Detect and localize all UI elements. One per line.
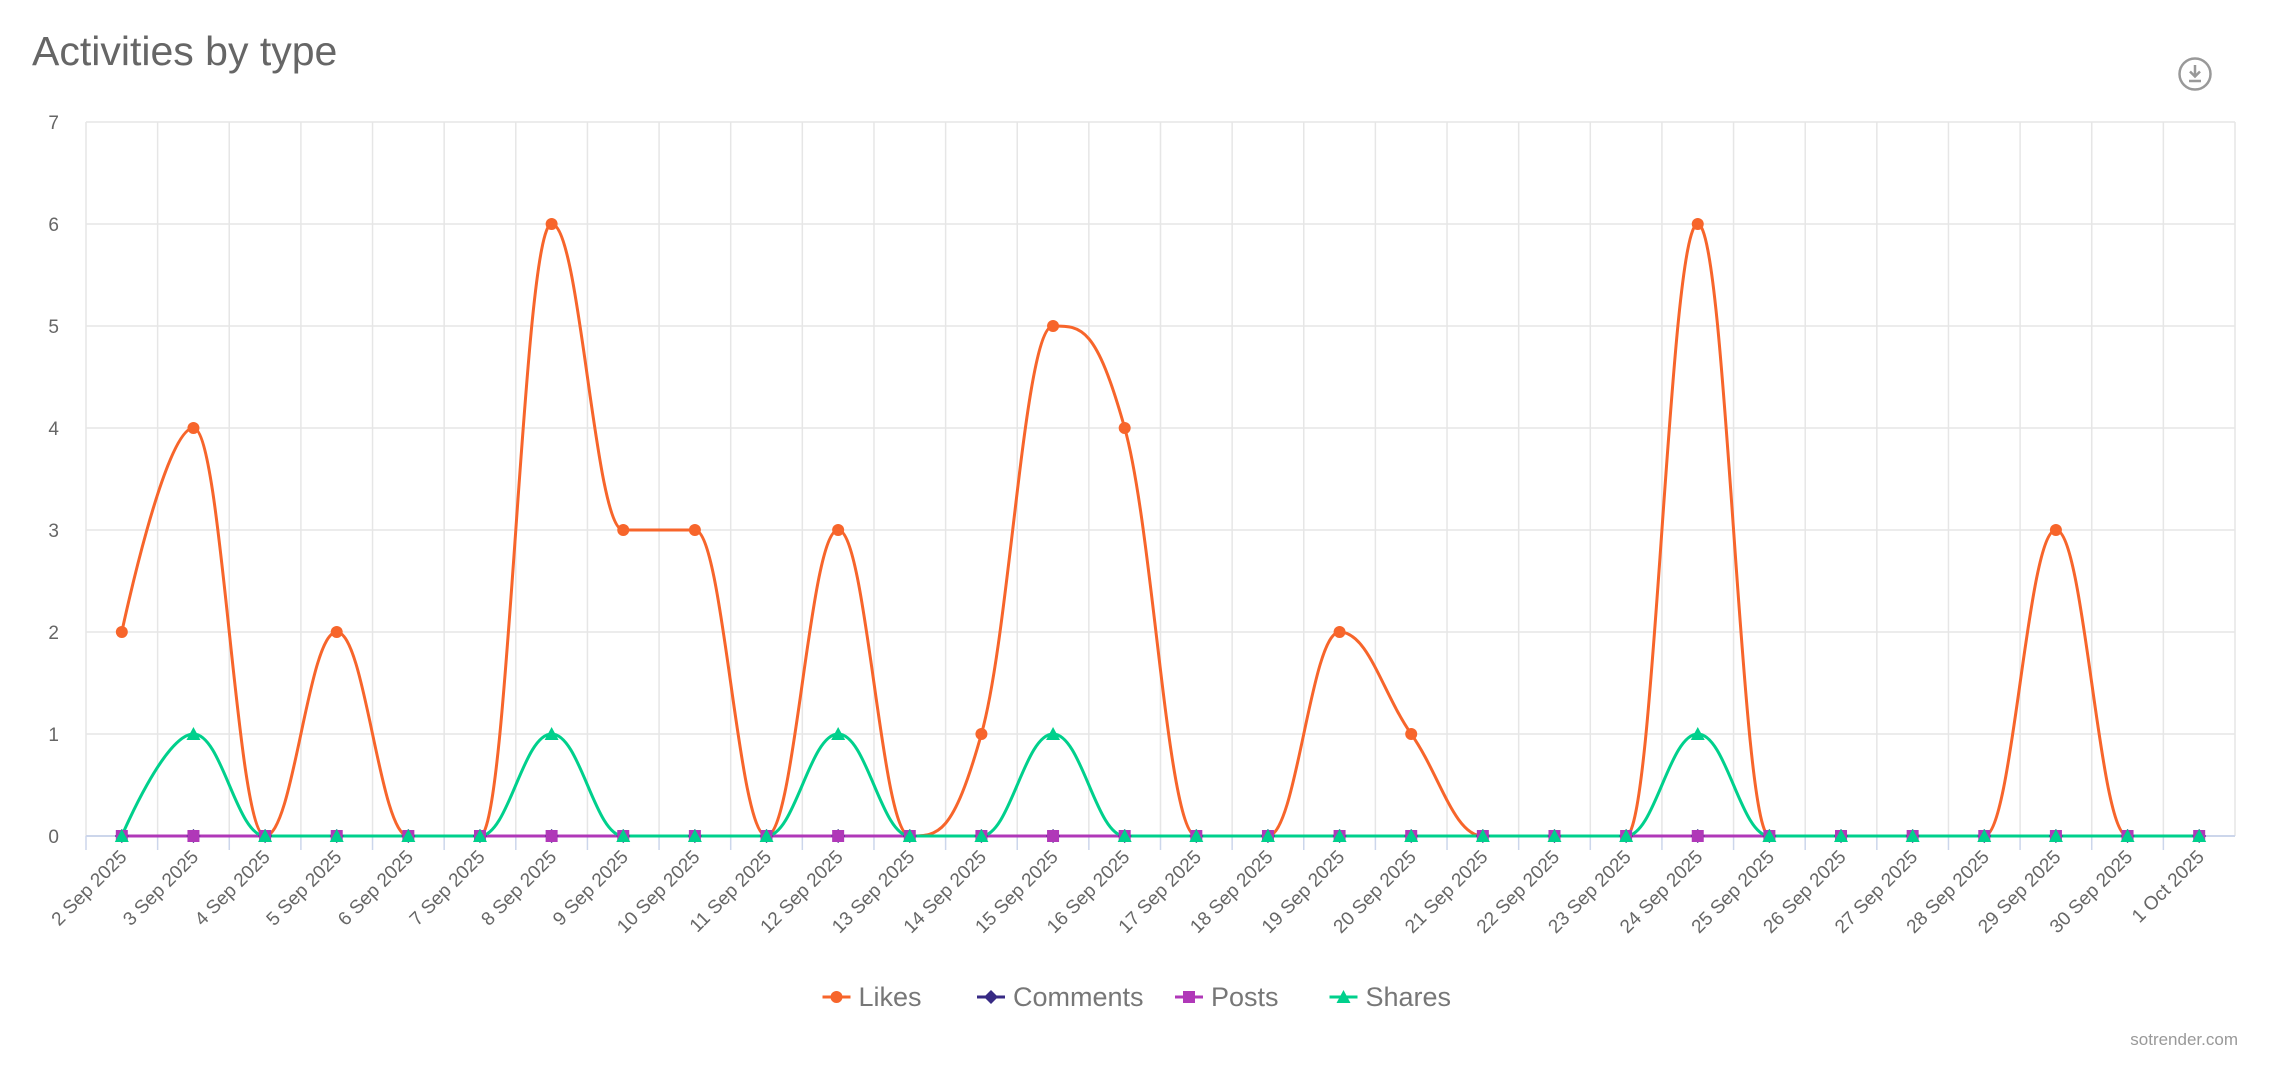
y-tick-label: 7 — [48, 113, 59, 134]
data-point-posts — [1691, 830, 1704, 842]
x-tick-label: 6 Sep 2025 — [334, 847, 418, 931]
data-point-shares — [1905, 829, 1920, 842]
data-point-shares — [759, 829, 774, 842]
y-tick-label: 6 — [48, 215, 59, 236]
data-point-shares — [1475, 829, 1490, 842]
legend-circle-icon — [830, 991, 843, 1003]
data-point-likes — [1118, 422, 1131, 434]
data-point-posts — [832, 830, 845, 842]
y-tick-label: 2 — [48, 623, 59, 644]
data-point-likes — [1047, 320, 1060, 332]
data-point-shares — [2192, 829, 2207, 842]
data-point-likes — [975, 728, 988, 740]
legend-item-comments[interactable]: Comments — [977, 982, 1144, 1012]
data-point-shares — [1690, 727, 1705, 740]
data-point-shares — [329, 829, 344, 842]
y-tick-label: 1 — [48, 725, 59, 746]
legend-label: Likes — [859, 982, 922, 1012]
data-point-likes — [832, 524, 845, 536]
data-point-posts — [187, 830, 200, 842]
legend-item-likes[interactable]: Likes — [822, 982, 922, 1012]
legend-item-posts[interactable]: Posts — [1175, 982, 1279, 1012]
data-point-shares — [1117, 829, 1132, 842]
y-tick-label: 0 — [48, 827, 59, 848]
x-tick-label: 1 Oct 2025 — [2128, 847, 2209, 928]
data-point-likes — [617, 524, 630, 536]
legend-label: Comments — [1013, 982, 1144, 1012]
data-point-likes — [2049, 524, 2062, 536]
x-tick-label: 5 Sep 2025 — [263, 847, 347, 931]
data-point-shares — [186, 727, 201, 740]
chart-title: Activities by type — [32, 28, 338, 74]
data-point-shares — [974, 829, 989, 842]
data-point-shares — [831, 727, 846, 740]
data-point-likes — [1333, 626, 1346, 638]
legend-item-shares[interactable]: Shares — [1329, 982, 1452, 1012]
x-tick-label: 4 Sep 2025 — [191, 847, 275, 931]
x-tick-label: 7 Sep 2025 — [406, 847, 490, 931]
data-point-shares — [1834, 829, 1849, 842]
data-point-shares — [616, 829, 631, 842]
x-tick-label: 3 Sep 2025 — [119, 847, 203, 931]
download-button[interactable] — [2177, 56, 2213, 92]
data-point-posts — [1047, 830, 1060, 842]
data-point-shares — [472, 829, 487, 842]
y-tick-label: 3 — [48, 521, 59, 542]
data-point-shares — [2048, 829, 2063, 842]
data-point-shares — [1977, 829, 1992, 842]
x-tick-label: 2 Sep 2025 — [48, 847, 132, 931]
data-point-shares — [1046, 727, 1061, 740]
data-point-posts — [545, 830, 558, 842]
x-tick-label: 8 Sep 2025 — [478, 847, 562, 931]
data-point-shares — [1260, 829, 1275, 842]
data-point-likes — [115, 626, 128, 638]
data-point-likes — [688, 524, 701, 536]
data-point-shares — [1619, 829, 1634, 842]
data-point-likes — [330, 626, 343, 638]
download-icon — [2178, 57, 2212, 91]
data-point-shares — [1404, 829, 1419, 842]
data-point-shares — [1189, 829, 1204, 842]
data-point-shares — [1762, 829, 1777, 842]
data-point-shares — [544, 727, 559, 740]
data-point-likes — [187, 422, 200, 434]
data-point-likes — [545, 218, 558, 230]
legend-diamond-icon — [984, 990, 998, 1004]
credits-link[interactable]: sotrender.com — [2130, 1030, 2238, 1049]
data-point-shares — [114, 829, 129, 842]
series-line-shares — [120, 732, 2200, 838]
data-point-shares — [1332, 829, 1347, 842]
y-tick-label: 5 — [48, 317, 59, 338]
legend-triangle-icon — [1336, 990, 1351, 1003]
legend-square-icon — [1183, 991, 1195, 1003]
data-point-shares — [2120, 829, 2135, 842]
data-point-likes — [1691, 218, 1704, 230]
data-point-shares — [902, 829, 917, 842]
data-point-shares — [401, 829, 416, 842]
legend-label: Shares — [1366, 982, 1452, 1012]
data-point-shares — [687, 829, 702, 842]
y-tick-label: 4 — [48, 419, 59, 440]
data-point-shares — [258, 829, 273, 842]
data-point-likes — [1405, 728, 1418, 740]
legend-label: Posts — [1211, 982, 1279, 1012]
data-point-shares — [1547, 829, 1562, 842]
